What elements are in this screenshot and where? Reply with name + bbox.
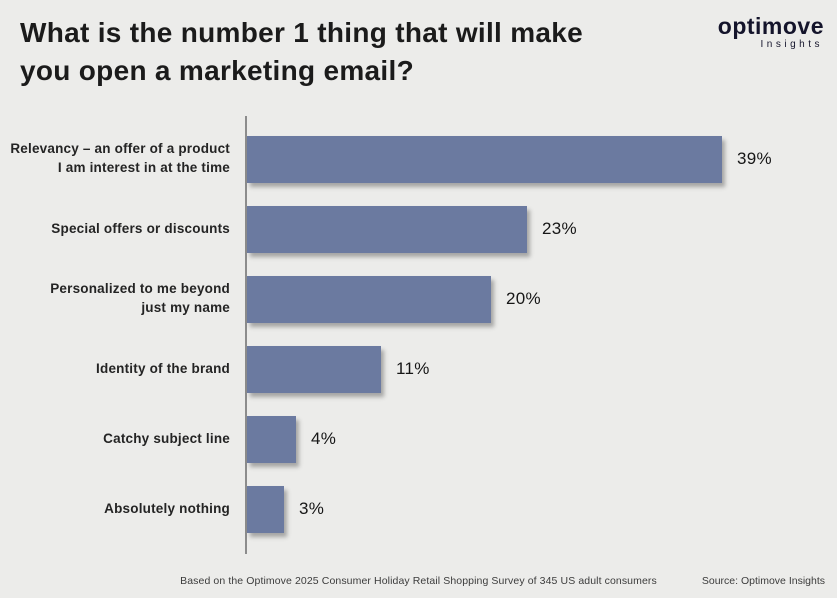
chart-row: Relevancy – an offer of a product I am i… xyxy=(0,124,837,194)
bar-chart: Relevancy – an offer of a product I am i… xyxy=(0,124,837,544)
brand-logo-subname: Insights xyxy=(760,39,823,50)
chart-row: Catchy subject line 4% xyxy=(0,404,837,474)
chart-row: Personalized to me beyond just my name 2… xyxy=(0,264,837,334)
value-label: 23% xyxy=(542,219,577,238)
bar xyxy=(247,205,527,253)
value-label: 20% xyxy=(506,289,541,308)
bar xyxy=(247,415,296,463)
category-label: Special offers or discounts xyxy=(51,220,230,236)
footer-source: Source: Optimove Insights xyxy=(693,575,825,587)
chart-row: Identity of the brand 11% xyxy=(0,334,837,404)
value-label: 11% xyxy=(396,359,430,378)
brand-logo-wordmark: optimove xyxy=(717,13,824,39)
value-label: 4% xyxy=(311,429,337,448)
footer: Based on the Optimove 2025 Consumer Holi… xyxy=(0,575,837,589)
brand-logo: optimove Insights xyxy=(718,14,824,50)
chart-title: What is the number 1 thing that will mak… xyxy=(20,17,584,86)
chart-row: Special offers or discounts 23% xyxy=(0,194,837,264)
bar-area: 20% xyxy=(247,275,837,323)
category-label: Catchy subject line xyxy=(103,430,230,446)
bar xyxy=(247,275,491,323)
bar xyxy=(247,135,722,183)
bar-area: 23% xyxy=(247,205,837,253)
bar-area: 3% xyxy=(247,485,837,533)
bar-area: 39% xyxy=(247,135,837,183)
category-label: Absolutely nothing xyxy=(104,500,230,516)
category-label: Identity of the brand xyxy=(96,360,230,376)
bar-area: 11% xyxy=(247,345,837,393)
chart-row: Absolutely nothing 3% xyxy=(0,474,837,544)
footer-note: Based on the Optimove 2025 Consumer Holi… xyxy=(180,575,657,587)
value-label: 39% xyxy=(737,149,772,168)
bar xyxy=(247,485,284,533)
category-label: Personalized to me beyond just my name xyxy=(50,281,230,315)
y-axis-line xyxy=(245,116,247,554)
bar-area: 4% xyxy=(247,415,837,463)
category-label: Relevancy – an offer of a product I am i… xyxy=(10,141,230,175)
value-label: 3% xyxy=(299,499,325,518)
bar xyxy=(247,345,381,393)
